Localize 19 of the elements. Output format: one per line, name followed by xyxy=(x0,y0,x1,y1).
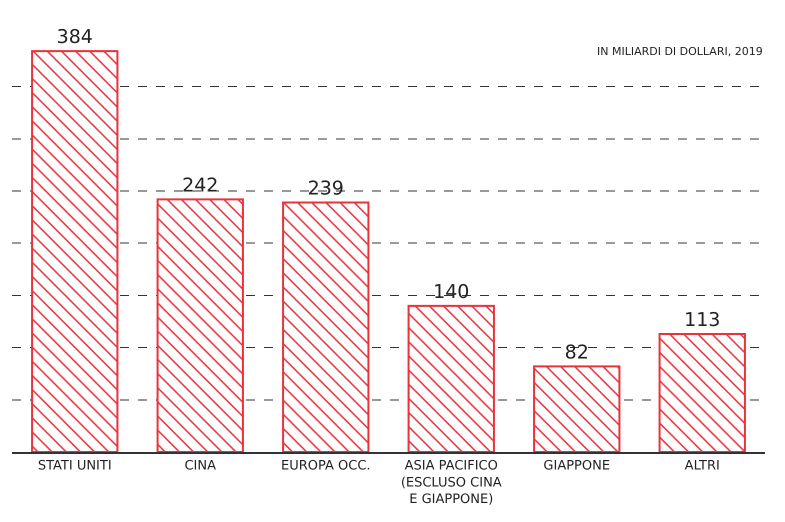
data-label: 384 xyxy=(56,26,93,48)
data-label: 113 xyxy=(684,309,720,332)
bar xyxy=(658,333,746,452)
x-tick-label: GIAPPONE xyxy=(543,458,610,474)
data-label: 82 xyxy=(564,341,589,364)
data-label: 239 xyxy=(308,177,344,200)
bar xyxy=(156,198,244,452)
x-tick-label: EUROPA OCC. xyxy=(280,458,371,474)
bar xyxy=(408,304,495,452)
x-tick-label: ASIA PACIFICO (ESCLUSO CINA E GIAPPONE) xyxy=(400,458,502,508)
data-label: 242 xyxy=(182,174,218,196)
bar xyxy=(31,50,118,452)
data-label: 140 xyxy=(433,280,470,303)
x-tick-label: ALTRI xyxy=(684,458,720,474)
bar xyxy=(533,365,620,452)
x-tick-label: CINA xyxy=(184,458,216,474)
x-tick-label: STATI UNITI xyxy=(38,458,112,474)
chart-subtitle: IN MILIARDI DI DOLLARI, 2019 xyxy=(597,45,763,58)
bar xyxy=(282,201,370,452)
